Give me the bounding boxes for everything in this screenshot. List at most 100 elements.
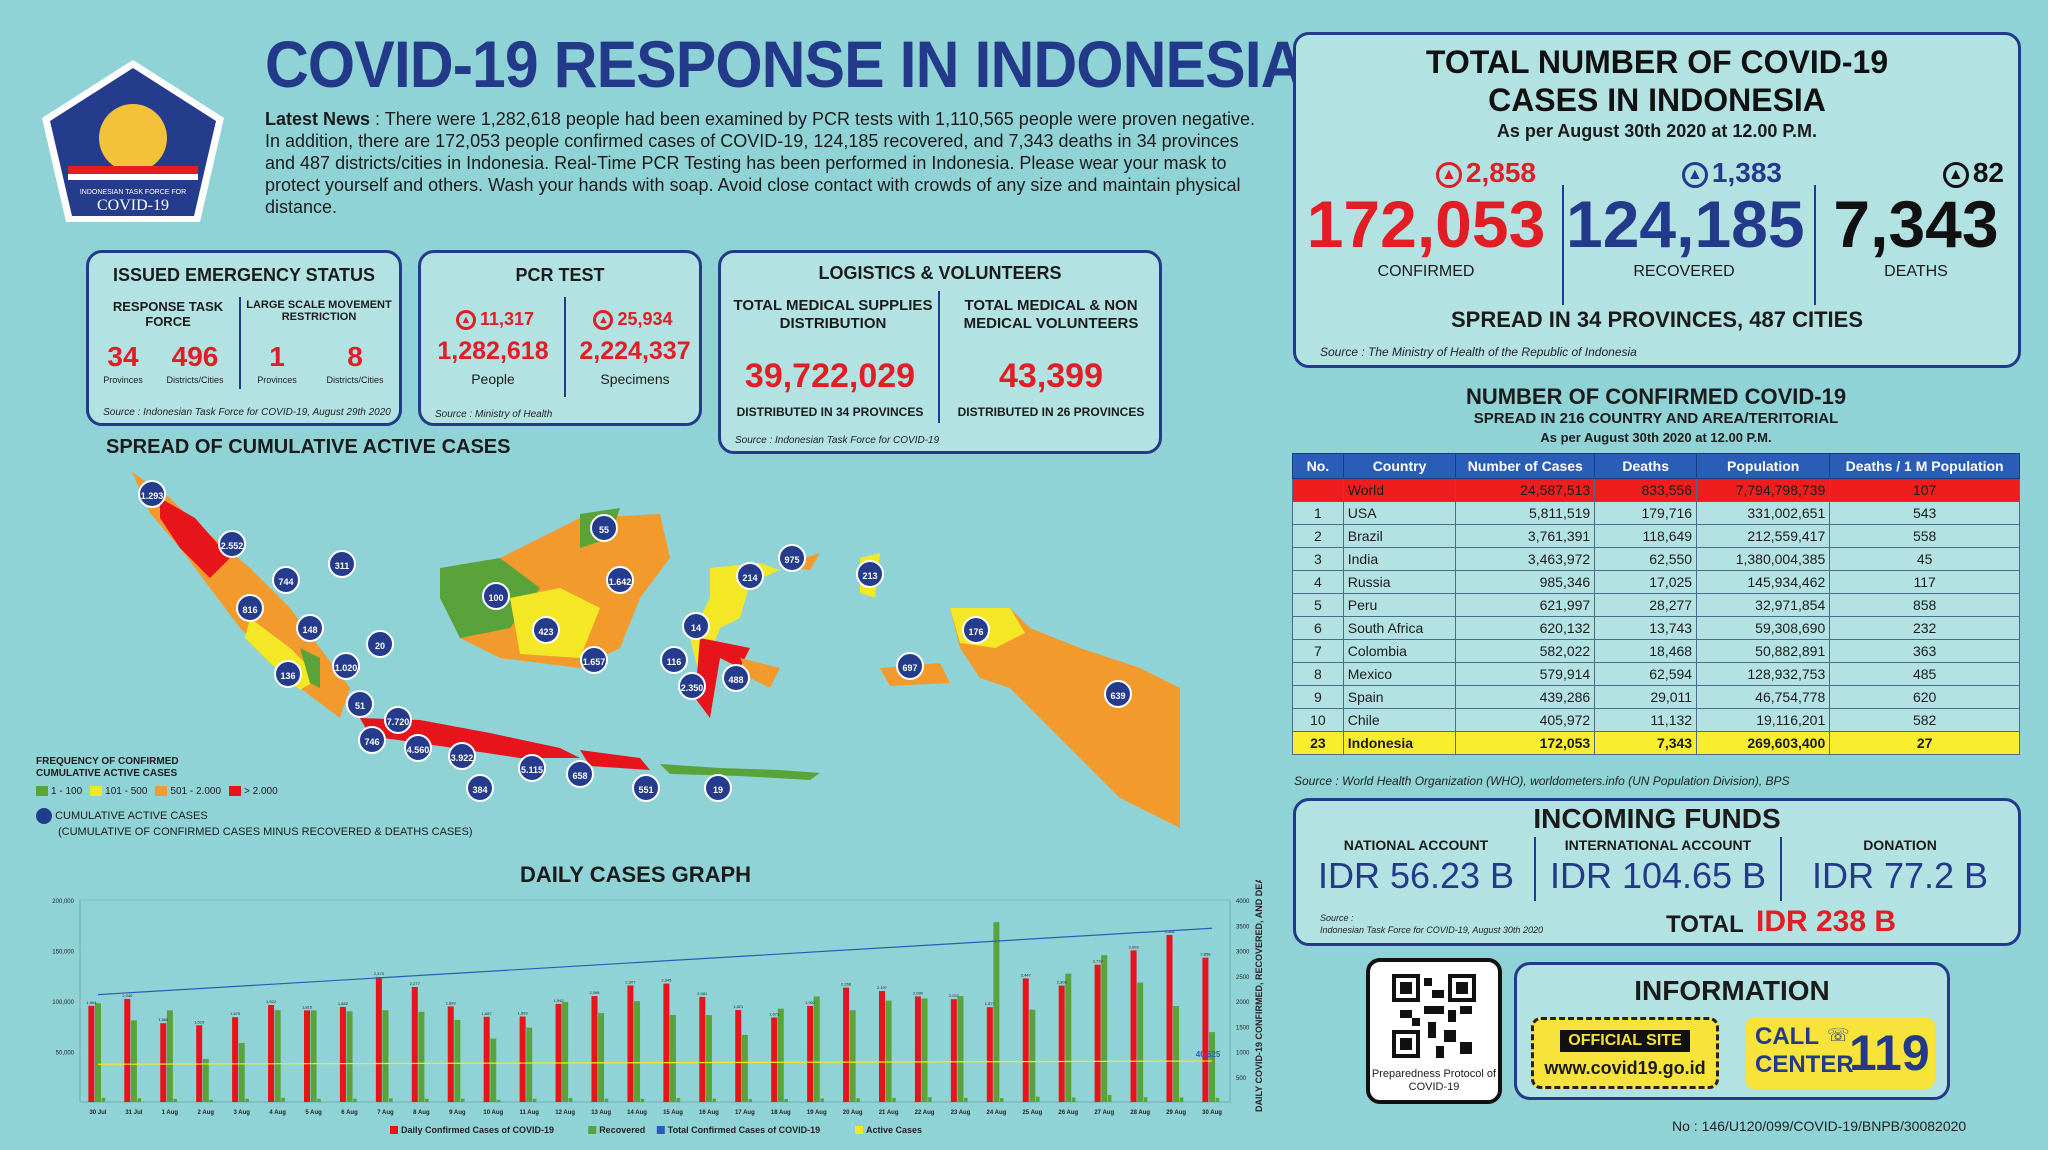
table-cell: 28,277	[1594, 593, 1698, 617]
bar-recovered	[454, 1019, 461, 1102]
table-cell: 985,346	[1455, 570, 1596, 594]
x-tick-label: 21 Aug	[879, 1110, 899, 1116]
recovered-column: ▲ 1,383 124,185 RECOVERED	[1566, 157, 1805, 281]
table-cell: 27	[1829, 731, 2020, 755]
active-cases-dot: 7.720	[384, 706, 412, 734]
legend-swatch	[855, 1126, 863, 1134]
x-tick-label: 24 Aug	[987, 1110, 1007, 1116]
active-cases-dot: 3.922	[448, 742, 476, 770]
bar-recovered	[705, 1015, 712, 1102]
table-row: 2 Brazil 3,761,391 118,649 212,559,417 558	[1292, 524, 2020, 548]
confirmed-increase: 2,858	[1465, 157, 1536, 188]
recovered-label: RECOVERED	[1633, 263, 1735, 280]
table-cell: World	[1342, 478, 1457, 502]
bar-value-label: 2,345	[661, 978, 672, 983]
x-tick-label: 5 Aug	[305, 1110, 322, 1116]
bar-deaths	[425, 1098, 429, 1102]
active-cases-dot: 423	[532, 616, 560, 644]
bar-confirmed	[914, 996, 921, 1102]
bar-deaths	[820, 1098, 824, 1102]
table-header-cell: Number of Cases	[1455, 453, 1596, 479]
table-cell: 1,380,004,385	[1696, 547, 1831, 571]
bar-confirmed	[1130, 950, 1137, 1102]
bar-confirmed	[1058, 985, 1065, 1102]
active-cases-dot: 20	[366, 630, 394, 658]
bar-confirmed	[447, 1006, 454, 1102]
table-cell: South Africa	[1342, 616, 1457, 640]
totals-title-line1: TOTAL NUMBER OF COVID-19	[1425, 44, 1889, 80]
bar-recovered	[382, 1010, 389, 1102]
bar-recovered	[777, 1008, 784, 1102]
funds-source: Indonesian Task Force for COVID-19, Augu…	[1320, 925, 1543, 935]
x-tick-label: 2 Aug	[198, 1110, 215, 1116]
table-row: 3 India 3,463,972 62,550 1,380,004,385 45	[1292, 547, 2020, 571]
table-header-cell: Deaths	[1594, 453, 1698, 479]
x-tick-label: 10 Aug	[483, 1110, 503, 1116]
active-cases-dot: 311	[328, 550, 356, 578]
national-label: NATIONAL ACCOUNT	[1343, 837, 1489, 853]
bar-recovered	[993, 922, 1000, 1102]
x-tick-label: 29 Aug	[1166, 1110, 1186, 1116]
active-cases-dot: 116	[660, 646, 688, 674]
table-row: 8 Mexico 579,914 62,594 128,932,753 485	[1292, 662, 2020, 686]
pcr-people-increase: 11,317	[479, 309, 535, 329]
legend-label: 501 - 2.000	[170, 786, 222, 797]
table-cell: 128,932,753	[1696, 662, 1831, 686]
table-cell: 3,463,972	[1455, 547, 1596, 571]
bar-value-label: 1,821	[733, 1004, 744, 1009]
x-tick-label: 16 Aug	[699, 1110, 719, 1116]
pcr-source: Source : Ministry of Health	[435, 409, 553, 420]
active-cases-dot: 658	[566, 760, 594, 788]
international-value: IDR 104.65 B	[1549, 855, 1767, 896]
increase-arrow-icon: ▲	[593, 310, 614, 331]
table-cell: 363	[1829, 639, 2020, 663]
bar-confirmed	[986, 1007, 993, 1102]
table-cell: 179,716	[1594, 501, 1698, 525]
x-tick-label: 26 Aug	[1058, 1110, 1078, 1116]
official-site-button[interactable]: OFFICIAL SITE www.covid19.go.id	[1531, 1017, 1719, 1089]
line-series	[97, 1060, 1213, 1065]
legend-swatch	[90, 786, 103, 797]
table-cell: 24,587,513	[1455, 478, 1596, 502]
south-sulawesi-region	[695, 638, 750, 718]
bar-deaths	[1000, 1098, 1004, 1102]
pcr-specimens: 2,224,337	[579, 337, 691, 365]
bar-confirmed	[268, 1004, 275, 1102]
x-tick-label: 25 Aug	[1022, 1110, 1042, 1116]
table-cell: 117	[1829, 570, 2020, 594]
x-tick-label: 22 Aug	[915, 1110, 935, 1116]
x-tick-label: 17 Aug	[735, 1110, 755, 1116]
bar-value-label: 2,090	[913, 990, 924, 995]
bar-deaths	[137, 1098, 142, 1102]
legend-label: 101 - 500	[105, 786, 148, 797]
bar-recovered	[238, 1042, 245, 1102]
call-center-button[interactable]: CALL CENTER ☏ 119	[1745, 1017, 1935, 1089]
sumatra-north-region	[160, 498, 230, 578]
bar-confirmed	[843, 987, 850, 1102]
table-header-row: No. Country Number of Cases Deaths Populatio…	[1292, 453, 2020, 479]
bar-deaths	[712, 1098, 717, 1102]
bar-confirmed	[232, 1017, 239, 1102]
table-cell: 7,794,798,739	[1696, 478, 1831, 502]
deaths-total: 7,343	[1833, 187, 1999, 261]
dot-legend-note: (CUMULATIVE OF CONFIRMED CASES MINUS REC…	[58, 826, 473, 838]
bar-deaths	[496, 1099, 501, 1102]
y-left-tick: 150,000	[52, 950, 74, 956]
national-account: NATIONAL ACCOUNT IDR 56.23 B	[1296, 837, 1536, 897]
funds-total-label: TOTAL	[1666, 911, 1744, 938]
bar-deaths	[604, 1098, 609, 1102]
bar-recovered	[1101, 955, 1108, 1102]
table-cell: Mexico	[1342, 662, 1457, 686]
qr-code-card[interactable]: Preparedness Protocol of COVID-19	[1366, 958, 1502, 1104]
legend-label: Daily Confirmed Cases of COVID-19	[401, 1125, 554, 1135]
bar-deaths	[389, 1098, 393, 1102]
table-cell: Brazil	[1342, 524, 1457, 548]
call-label: CALL	[1755, 1023, 1819, 1050]
active-cases-dot: 5.115	[518, 754, 546, 782]
active-cases-dot: 697	[896, 652, 924, 680]
bar-confirmed	[878, 991, 885, 1102]
svg-text:INDONESIAN TASK FORCE FOR: INDONESIAN TASK FORCE FOR	[80, 189, 186, 196]
bar-deaths	[532, 1098, 537, 1102]
active-cases-dot: 1.293	[138, 480, 166, 508]
x-tick-label: 6 Aug	[341, 1110, 358, 1116]
